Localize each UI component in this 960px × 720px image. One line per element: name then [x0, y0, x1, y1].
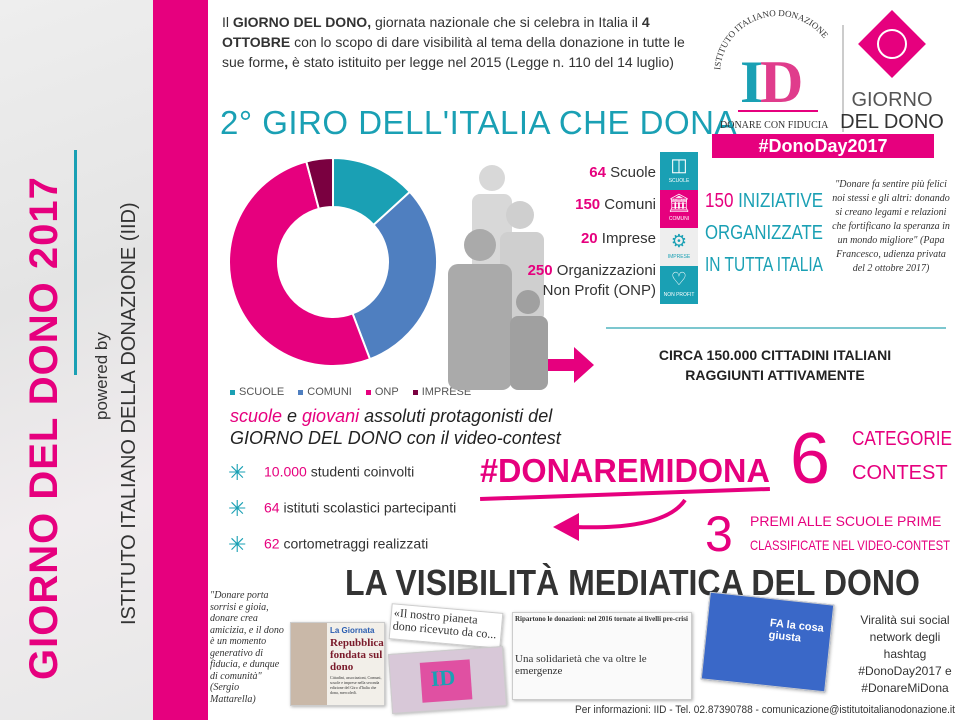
svg-text:DEL DONO: DEL DONO [840, 111, 944, 133]
participant-count: 150 Comuni [575, 196, 656, 213]
asterisk-icon: ✳ [228, 532, 247, 557]
chart-legend: SCUOLE COMUNI ONP IMPRESE [230, 386, 471, 398]
citizens-reached: CIRCA 150.000 CITTADINI ITALIANI RAGGIUNT… [658, 347, 892, 383]
mattarella-quote: "Donare porta sorrisi e gioia, donare cr… [210, 590, 284, 705]
section-heading: 2° GIRO DELL'ITALIA CHE DONA [220, 104, 738, 141]
participant-count: 20 Imprese [580, 230, 656, 247]
prizes-count: 3 [705, 506, 733, 562]
contest-stat: ✳ 62 cortometraggi realizzati [228, 532, 429, 557]
participant-count: 250 Organizzazioni Non Profit (ONP) [527, 262, 656, 299]
legend-item: ONP [365, 386, 399, 398]
footer-contact: Per informazioni: IID - Tel. 02.87390788… [575, 704, 955, 716]
pink-band [153, 0, 208, 720]
prizes-label: PREMI ALLE SCUOLE PRIME CLASSIFICATE NEL … [750, 513, 951, 553]
media-heading: LA VISIBILITÀ MEDIATICA DEL DONO [345, 562, 920, 603]
svg-text:DONARE CON FIDUCIA: DONARE CON FIDUCIA [720, 120, 829, 131]
institute-name: ISTITUTO ITALIANO DELLA DONAZIONE (IID) [118, 202, 140, 625]
heart-icon: ♡ NON PROFIT [660, 266, 698, 304]
legend-item: SCUOLE [230, 386, 284, 398]
divider [74, 150, 77, 375]
donut-chart [228, 156, 438, 367]
contest-stat: ✳ 10.000 studenti coinvolti [228, 460, 415, 485]
categories-count: 6 [790, 419, 831, 499]
contest-stat: ✳ 64 istituti scolastici partecipanti [228, 496, 457, 521]
intro-text: Il GIORNO DEL DONO, giornata nazionale c… [222, 14, 685, 70]
contest-hashtag: #DONAREMIDONA [480, 452, 770, 489]
tv-screenshot: ID [388, 646, 507, 714]
arrow-right-icon [548, 347, 594, 383]
tv-screenshot: FA la cosa giusta [700, 591, 835, 693]
people-silhouette-icon [448, 165, 548, 390]
svg-text:GIORNO: GIORNO [851, 89, 932, 111]
donut-slice-imprese [305, 156, 334, 211]
divider [606, 327, 946, 329]
donut-slice-onp [228, 160, 372, 367]
categories-label: CATEGORIE CONTEST [852, 428, 953, 484]
participant-count: 64 Scuole [589, 164, 656, 181]
initiatives-count: 150 INIZIATIVE ORGANIZZATE IN TUTTA ITALIA [705, 190, 824, 276]
legend-item: COMUNI [298, 386, 352, 398]
press-clipping: Ripartono le donazioni: nel 2016 tornate… [512, 612, 692, 700]
gears-icon: ⚙ IMPRESE [660, 228, 698, 266]
social-virality: Viralità sui social network degli hashta… [858, 613, 952, 695]
building-icon: 🏛 COMUNI [660, 190, 698, 228]
poster-title: GIORNO DEL DONO 2017 [22, 176, 66, 680]
asterisk-icon: ✳ [228, 496, 247, 521]
asterisk-icon: ✳ [228, 460, 247, 485]
logo: ISTITUTO ITALIANO DONAZIONE I D DONARE C… [708, 8, 948, 135]
svg-text:D: D [760, 49, 803, 115]
hashtag-banner: #DonoDay2017 [712, 134, 934, 158]
video-contest-intro: scuole e giovani assoluti protagonisti d… [230, 406, 561, 448]
book-icon: ◫ SCUOLE [660, 152, 698, 190]
curved-arrow-icon [553, 498, 687, 541]
powered-by: powered by [92, 332, 111, 420]
svg-text:I: I [740, 49, 763, 115]
donut-slice-comuni [351, 190, 438, 361]
press-clipping: La Giornata Repubblica fondata sul dono … [290, 622, 385, 706]
press-clipping: «Il nostro pianeta dono ricevuto da co..… [388, 603, 504, 649]
pope-quote: "Donare fa sentire più felici noi stessi… [832, 179, 950, 274]
